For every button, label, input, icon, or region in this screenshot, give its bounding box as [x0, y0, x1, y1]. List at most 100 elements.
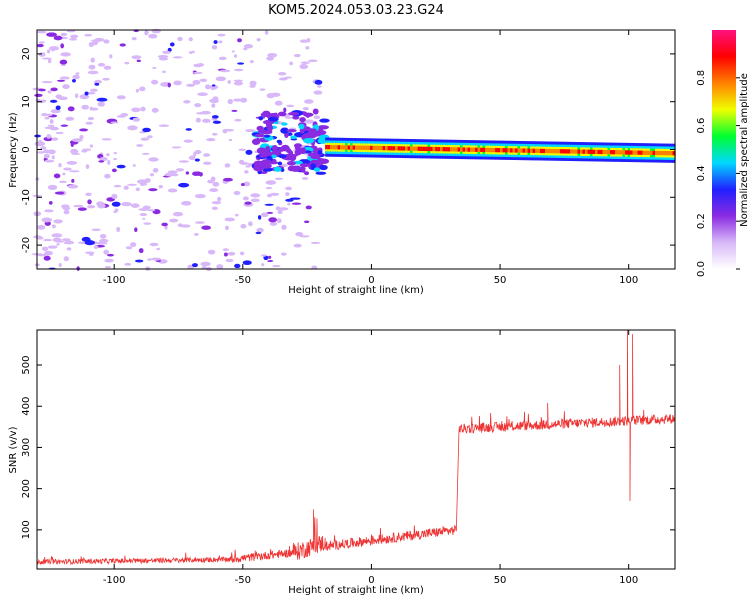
x-tick-label: -100: [103, 575, 126, 586]
spectrogram-speckle: [135, 88, 139, 93]
spectrogram-carrier-cell: [355, 145, 359, 150]
spectrogram-speckle: [148, 188, 158, 192]
spectrogram-cluster-blob: [265, 145, 270, 152]
spectrogram-speckle: [46, 32, 57, 37]
spectrogram-speckle: [224, 217, 235, 222]
spectrogram-speckle: [47, 90, 52, 94]
spectrogram-speckle: [103, 39, 110, 44]
spectrogram-speckle: [138, 248, 144, 254]
y-tick-label: 400: [21, 397, 32, 416]
spectrogram-speckle: [58, 263, 62, 268]
spectrogram-speckle: [62, 84, 70, 90]
spectrogram-carrier-cell: [450, 147, 454, 152]
spectrogram-carrier-cell: [650, 150, 654, 156]
spectrogram-speckle: [275, 206, 281, 211]
spectrogram-carrier-cell: [400, 146, 404, 151]
spectrogram-speckle: [47, 58, 52, 64]
spectrogram-speckle: [79, 134, 84, 140]
spectrogram-carrier-cell: [370, 145, 374, 151]
spectrogram-speckle: [113, 184, 122, 188]
spectrogram-carrier-cell: [595, 149, 599, 155]
spectrogram-speckle: [195, 117, 201, 123]
spectrogram-speckle: [212, 97, 219, 102]
spectrogram-cluster-blob: [254, 133, 266, 138]
spectrogram-speckle: [70, 34, 79, 39]
y-tick-label: 0: [21, 146, 32, 152]
spectrogram-carrier-cell: [467, 147, 471, 152]
spectrogram-speckle: [110, 121, 119, 124]
spectrogram-cluster-blob: [305, 128, 317, 132]
spectrogram-speckle: [215, 76, 226, 82]
spectrogram-speckle: [265, 187, 273, 190]
spectrogram-carrier-cell: [657, 150, 661, 156]
spectrogram-carrier-cell: [382, 145, 386, 151]
spectrogram-speckle: [55, 131, 64, 135]
spectrogram-marks: [31, 28, 676, 271]
spectrogram-carrier-cell: [612, 150, 616, 155]
spectrogram-speckle: [132, 164, 136, 167]
spectrogram-speckle: [276, 218, 282, 224]
spectrogram-carrier-cell: [410, 146, 414, 151]
spectrogram-speckle: [283, 107, 287, 113]
spectrogram-speckle: [192, 171, 200, 176]
spectrogram-carrier-cell: [327, 145, 331, 150]
spectrogram-speckle: [194, 103, 202, 108]
spectrogram-speckle: [60, 43, 65, 49]
spectrogram-cluster-blob: [277, 111, 287, 117]
spectrogram-speckle: [277, 207, 289, 211]
spectrogram-speckle: [124, 262, 132, 266]
spectrogram-carrier-cell: [485, 147, 489, 153]
spectrogram-speckle: [89, 88, 98, 92]
spectrogram-speckle: [96, 38, 100, 43]
spectrogram-speckle: [302, 106, 309, 111]
spectrogram-speckle: [244, 201, 252, 205]
spectrogram-speckle: [161, 70, 166, 74]
spectrogram-speckle: [183, 100, 191, 104]
spectrogram-speckle: [46, 134, 52, 139]
spectrogram-cluster-blob: [299, 163, 310, 168]
spectrogram-speckle: [266, 93, 275, 99]
spectrogram-carrier-cell: [455, 147, 459, 152]
spectrogram-speckle: [147, 258, 153, 261]
spectrogram-cluster-blob: [319, 164, 328, 171]
spectrogram-carrier-cell: [507, 148, 511, 153]
spectrogram-carrier-cell: [610, 150, 614, 155]
spectrogram-speckle: [233, 98, 243, 102]
spectrogram-speckle: [41, 80, 53, 84]
spectrogram-speckle: [224, 225, 229, 231]
spectrogram-speckle: [243, 181, 251, 187]
spectrogram-speckle: [172, 211, 184, 217]
spectrogram-speckle: [93, 245, 99, 249]
colorbar-gradient: [712, 30, 736, 269]
spectrogram-cluster-blob: [312, 108, 319, 115]
spectrogram-speckle: [194, 150, 202, 155]
spectrogram-speckle: [250, 193, 261, 198]
spectrogram-cluster-blob: [299, 117, 306, 123]
spectrogram-speckle: [97, 241, 108, 245]
spectrogram-carrier-cell: [617, 150, 621, 155]
spectrogram-speckle: [147, 209, 156, 212]
spectrogram-speckle: [102, 77, 110, 81]
spectrogram-speckle: [63, 167, 72, 171]
spectrogram-carrier-cell: [562, 149, 566, 154]
x-tick-label: 0: [368, 575, 374, 586]
spectrogram-carrier-cell: [555, 149, 559, 154]
spectrogram-speckle: [188, 37, 193, 42]
spectrogram-speckle: [305, 205, 312, 210]
spectrogram-speckle: [299, 39, 309, 43]
spectrogram-speckle: [55, 240, 64, 243]
spectrogram-speckle: [46, 113, 53, 117]
spectrogram-carrier-cell: [357, 145, 361, 150]
spectrogram-speckle: [217, 33, 226, 37]
spectrogram-speckle: [44, 159, 55, 163]
spectrogram-carrier-cell: [557, 149, 561, 154]
spectrogram-speckle: [103, 65, 112, 70]
x-tick-label: 50: [494, 275, 507, 286]
spectrogram-carrier-cell: [515, 148, 519, 153]
spectrogram-speckle: [140, 137, 150, 141]
y-tick-label: -10: [21, 189, 32, 205]
spectrogram-speckle: [245, 149, 253, 155]
spectrogram-carrier-cell: [602, 149, 606, 155]
spectrogram-speckle: [87, 70, 99, 75]
spectrogram-speckle: [104, 258, 114, 263]
